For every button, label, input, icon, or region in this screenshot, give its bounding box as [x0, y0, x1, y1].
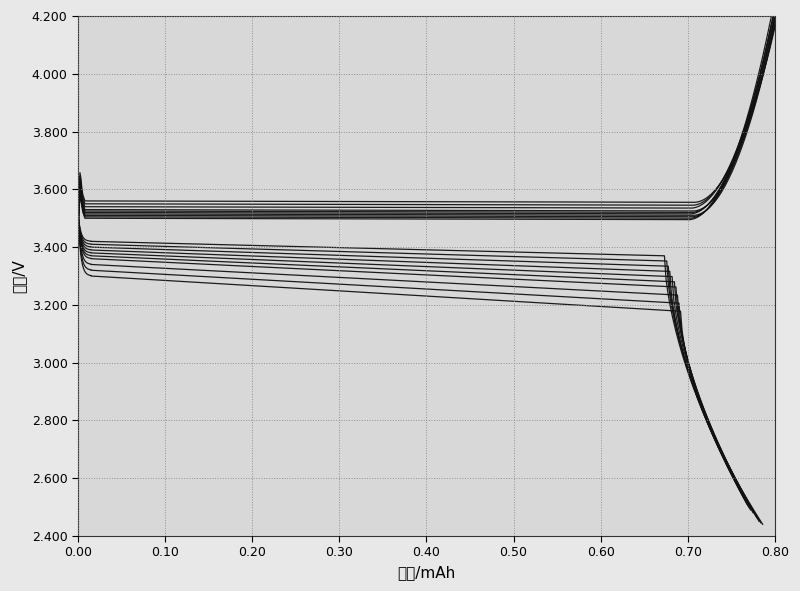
- X-axis label: 容量/mAh: 容量/mAh: [398, 565, 455, 580]
- Y-axis label: 电压/V: 电压/V: [11, 259, 26, 293]
